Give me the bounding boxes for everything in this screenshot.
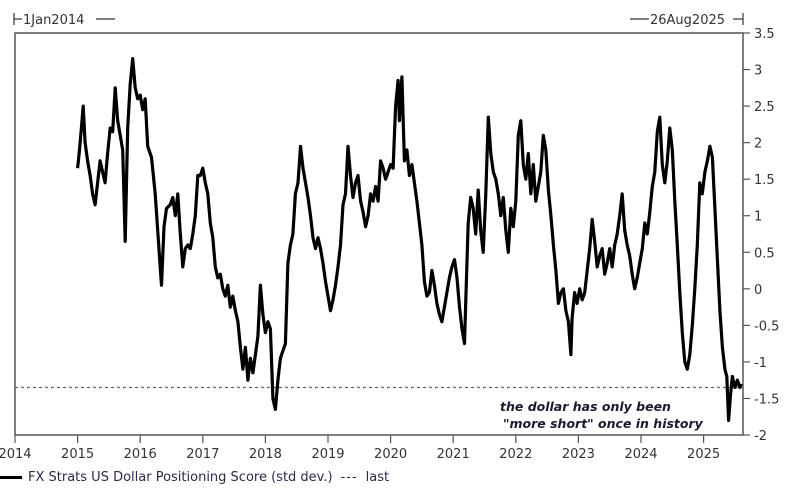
series-line-swatch-icon [0, 475, 22, 479]
x-tick-label: 2022 [499, 447, 532, 462]
x-tick-label: 2024 [624, 447, 657, 462]
x-tick-label: 2025 [687, 447, 720, 462]
positioning-score-series [76, 56, 743, 422]
y-tick-label: 2 [754, 137, 762, 152]
y-tick-label: 1.5 [754, 173, 775, 188]
annotation-line-1: the dollar has only been [500, 399, 671, 414]
legend-last-label: last [365, 469, 390, 485]
end-date-marker: 26Aug2025 [630, 13, 744, 28]
x-tick-label: 2017 [186, 447, 219, 462]
y-tick-label: 0.5 [754, 246, 775, 261]
x-tick-label: 2015 [61, 447, 94, 462]
x-tick-label: 2019 [311, 447, 344, 462]
x-axis: 2014 2015 2016 2017 2018 2019 2020 2021 2022 2023… [0, 435, 720, 462]
y-axis: 3.5 3 2.5 2 1.5 1 0.5 0 -0.5 -1 -1.5 -2 [743, 27, 779, 444]
x-tick-label: 2023 [562, 447, 595, 462]
y-tick-label: -1 [754, 356, 767, 371]
y-tick-label: 2.5 [754, 100, 775, 115]
y-tick-label: 1 [754, 210, 762, 225]
y-tick-label: 3 [754, 64, 762, 79]
legend: FX Strats US Dollar Positioning Score (s… [0, 467, 389, 487]
annotation-line-2: "more short" once in history [503, 416, 704, 431]
end-date-label: 26Aug2025 [650, 13, 725, 28]
start-date-marker: 1Jan2014 [13, 13, 115, 28]
annotation: the dollar has only been "more short" on… [500, 399, 704, 431]
y-tick-label: -2 [754, 429, 767, 444]
legend-series-label: FX Strats US Dollar Positioning Score (s… [28, 469, 333, 485]
x-tick-label: 2020 [374, 447, 407, 462]
x-tick-label: 2018 [249, 447, 282, 462]
start-date-label: 1Jan2014 [23, 13, 84, 28]
x-tick-label: 2014 [0, 447, 32, 462]
y-tick-label: -1.5 [754, 392, 779, 407]
y-tick-label: -0.5 [754, 319, 779, 334]
plot-frame [14, 32, 744, 436]
y-tick-label: 0 [754, 283, 762, 298]
x-tick-label: 2021 [437, 447, 470, 462]
x-tick-label: 2016 [124, 447, 157, 462]
dotted-line-swatch-icon: --- [340, 469, 358, 485]
y-tick-label: 3.5 [754, 27, 775, 42]
